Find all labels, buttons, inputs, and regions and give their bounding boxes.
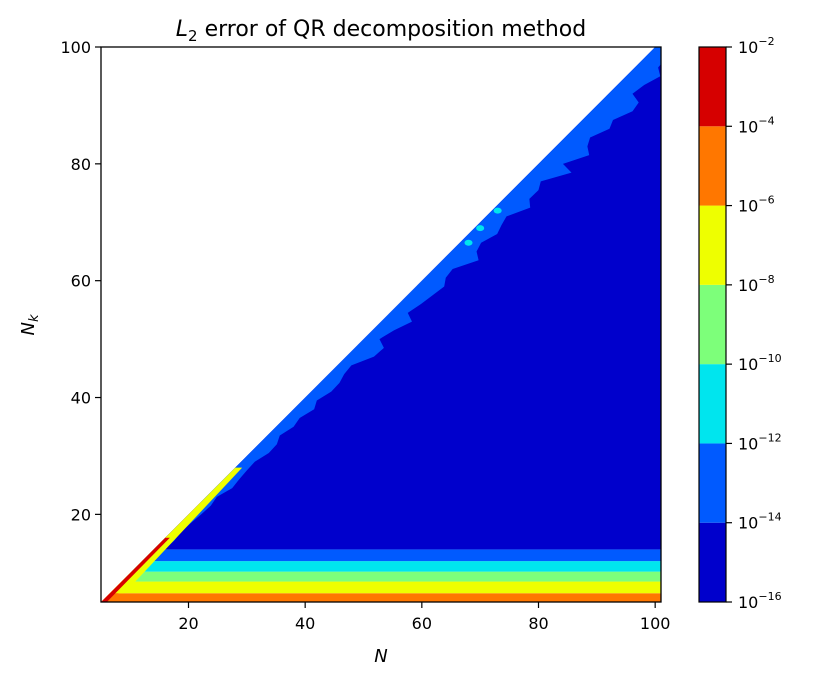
x-axis-ticks: 20 40 60 80 100 bbox=[178, 602, 670, 633]
x-tick-label: 80 bbox=[528, 614, 548, 633]
colorbar-segment bbox=[699, 443, 726, 523]
chart-title: L2 error of QR decomposition method bbox=[176, 17, 586, 45]
colorbar-tick-label: 10−4 bbox=[738, 114, 775, 136]
y-tick-label: 80 bbox=[71, 155, 91, 174]
band-2 bbox=[101, 571, 661, 582]
band-1 bbox=[101, 581, 661, 594]
x-tick-label: 100 bbox=[640, 614, 671, 633]
colorbar-tick-label: 10−6 bbox=[738, 194, 775, 216]
colorbar-segment bbox=[699, 47, 726, 127]
y-tick-label: 100 bbox=[60, 38, 91, 57]
colorbar-tick-label: 10−14 bbox=[738, 511, 782, 533]
x-tick-label: 40 bbox=[295, 614, 315, 633]
plot-frame bbox=[100, 46, 662, 603]
colorbar-frame bbox=[698, 46, 727, 603]
colorbar-tick-label: 10−8 bbox=[738, 273, 775, 295]
y-axis-label: Nk bbox=[18, 314, 42, 335]
x-axis-label: N bbox=[374, 646, 387, 667]
colorbar-tick-label: 10−16 bbox=[738, 590, 782, 612]
y-tick-label: 60 bbox=[71, 272, 91, 291]
band-4 bbox=[101, 549, 661, 562]
cyan-patch-1 bbox=[476, 225, 485, 232]
y-tick-label: 40 bbox=[71, 389, 91, 408]
plot-area: 20 40 60 80 100 20 40 60 80 100 bbox=[60, 38, 670, 633]
colorbar-segment bbox=[699, 364, 726, 444]
cyan-patch-2 bbox=[493, 207, 502, 214]
x-tick-label: 20 bbox=[178, 614, 198, 633]
x-tick-label: 60 bbox=[412, 614, 432, 633]
cyan-patch-0 bbox=[464, 239, 473, 246]
diagonal-error-band bbox=[153, 47, 661, 550]
colorbar-segment bbox=[699, 522, 726, 602]
colorbar-tick-label: 10−12 bbox=[738, 431, 782, 453]
colorbar-segment bbox=[699, 205, 726, 285]
colorbar-tick-label: 10−2 bbox=[738, 35, 775, 57]
colorbar-segment bbox=[699, 126, 726, 206]
band-3 bbox=[101, 561, 661, 572]
colorbar-tick-label: 10−10 bbox=[738, 352, 782, 374]
y-axis-ticks: 20 40 60 80 100 bbox=[60, 38, 101, 524]
edge-band-red bbox=[101, 537, 170, 602]
y-tick-label: 20 bbox=[71, 505, 91, 524]
colorbar: 10−16 10−14 10−12 10−10 10−8 10−6 10−4 10−2 bbox=[698, 35, 782, 612]
colorbar-segment bbox=[699, 284, 726, 365]
band-0 bbox=[101, 593, 661, 602]
